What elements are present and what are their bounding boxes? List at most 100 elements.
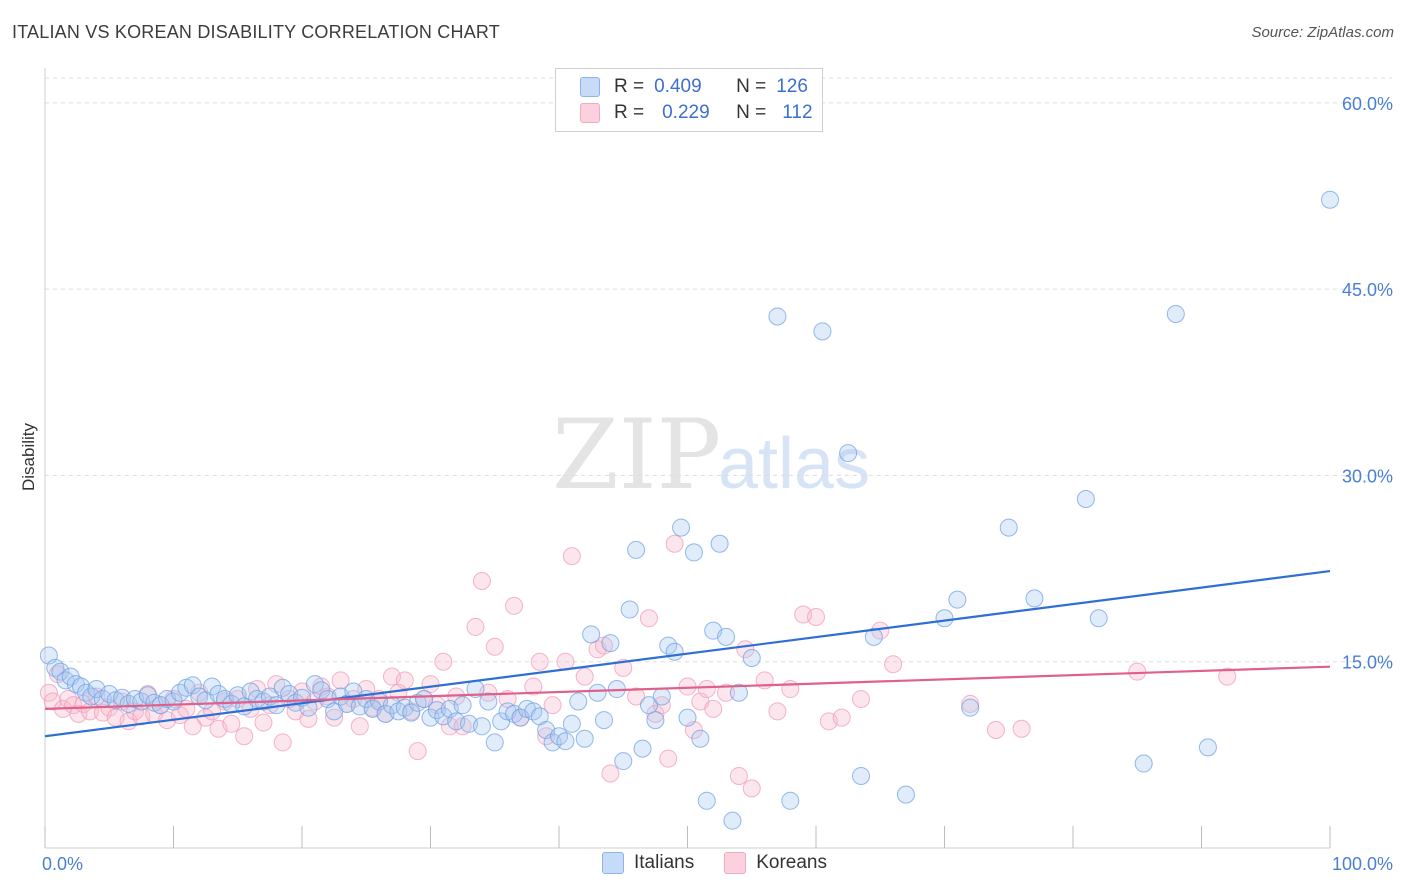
koreans-point	[408, 742, 427, 761]
trend-lines	[44, 569, 1331, 738]
koreans-point	[562, 547, 581, 566]
koreans-point	[395, 671, 414, 690]
italians-point	[781, 791, 800, 810]
italians-point	[241, 682, 260, 701]
legend-n-value: 112	[782, 102, 813, 123]
italians-point	[620, 600, 639, 619]
koreans-point	[325, 708, 344, 727]
italians-point	[999, 518, 1018, 537]
italians-point	[582, 625, 601, 644]
legend-row-italians: R = 0.409 N = 126	[556, 74, 808, 100]
koreans-point	[601, 764, 620, 783]
italians-point	[691, 729, 710, 748]
koreans-point	[659, 749, 678, 768]
italians-point	[948, 590, 967, 609]
legend-item-italians: Italians	[602, 852, 694, 874]
koreans-point	[832, 708, 851, 727]
koreans-point	[466, 617, 485, 636]
italians-point	[479, 692, 498, 711]
koreans-point	[69, 704, 88, 723]
koreans-point	[717, 683, 736, 702]
italians-point	[1089, 609, 1108, 628]
italians-point	[839, 444, 858, 463]
koreans-point	[627, 687, 646, 706]
y-tick-label: 45.0%	[1342, 280, 1393, 300]
koreans-point	[222, 714, 241, 733]
y-axis-label: Disability	[19, 422, 38, 491]
koreans-point	[768, 702, 787, 721]
italians-point	[646, 711, 665, 730]
koreans-point	[665, 534, 684, 553]
italians-point	[742, 648, 761, 667]
italians-point	[1076, 490, 1095, 509]
italians-point	[485, 733, 504, 752]
koreans-point	[530, 652, 549, 671]
koreans-point	[807, 608, 825, 626]
chart-title: ITALIAN VS KOREAN DISABILITY CORRELATION…	[12, 22, 500, 42]
italians-point	[1134, 754, 1153, 773]
italians-point	[415, 689, 434, 708]
italians-point	[896, 785, 915, 804]
source-label: Source: ZipAtlas.com	[1251, 24, 1394, 41]
axes	[44, 68, 1331, 849]
koreans-point	[350, 717, 369, 736]
koreans-point	[1012, 719, 1031, 738]
italians-point	[1198, 738, 1217, 757]
italians-point	[665, 642, 684, 661]
koreans-point	[697, 680, 716, 699]
italians-point	[614, 752, 633, 771]
series-legend: Italians Koreans	[602, 852, 857, 874]
koreans-point	[575, 667, 594, 686]
legend-item-koreans: Koreans	[724, 852, 827, 874]
legend-label-italians: Italians	[634, 852, 695, 873]
italians-point	[768, 307, 787, 326]
legend-n-label: N =	[736, 102, 767, 123]
italians-point	[813, 322, 832, 341]
legend-row-koreans: R = 0.229 N = 112	[556, 100, 813, 126]
koreans-points	[39, 534, 1237, 798]
y-tick-label: 15.0%	[1342, 653, 1393, 673]
koreans-point	[742, 779, 761, 798]
italians-point	[729, 683, 748, 702]
koreans-point	[704, 699, 723, 718]
italians-point	[1166, 304, 1185, 323]
italians-point	[672, 518, 691, 537]
italians-point	[684, 543, 703, 562]
koreans-point	[543, 696, 562, 715]
italians-legend-swatch	[602, 852, 624, 874]
koreans-legend-swatch	[724, 852, 747, 874]
koreans-point	[1218, 667, 1237, 686]
gridlines	[45, 77, 1392, 663]
italians-point	[851, 766, 870, 785]
watermark: ZIP atlas	[552, 399, 870, 511]
italians-point	[723, 811, 742, 830]
koreans-point	[485, 637, 504, 656]
koreans-point	[614, 658, 633, 677]
koreans-point	[434, 652, 453, 671]
italians-point	[402, 703, 421, 722]
koreans-point	[254, 713, 273, 732]
koreans-trend-line	[44, 665, 1331, 711]
legend-r-label: R =	[614, 102, 645, 123]
koreans-point	[505, 596, 524, 615]
correlation-legend: R = 0.409 N = 126 R = 0.229 N = 112	[555, 68, 823, 132]
italians-trend-line	[44, 569, 1331, 738]
koreans-point	[729, 766, 748, 785]
italians-point	[588, 683, 607, 702]
koreans-point	[884, 655, 903, 674]
koreans-swatch	[580, 103, 600, 123]
x-tick-label-max: 100.0%	[1332, 854, 1393, 874]
legend-r-value: 0.409	[654, 76, 702, 97]
koreans-point	[639, 609, 658, 628]
italians-point	[203, 677, 222, 696]
italians-point	[575, 729, 594, 748]
italians-point	[594, 711, 613, 730]
legend-label-koreans: Koreans	[756, 852, 827, 873]
koreans-point	[472, 571, 491, 590]
koreans-point	[331, 671, 350, 690]
italians-point	[652, 687, 671, 706]
italians-point	[1321, 190, 1339, 209]
legend-n-value: 126	[776, 76, 808, 97]
italians-swatch	[580, 77, 600, 97]
